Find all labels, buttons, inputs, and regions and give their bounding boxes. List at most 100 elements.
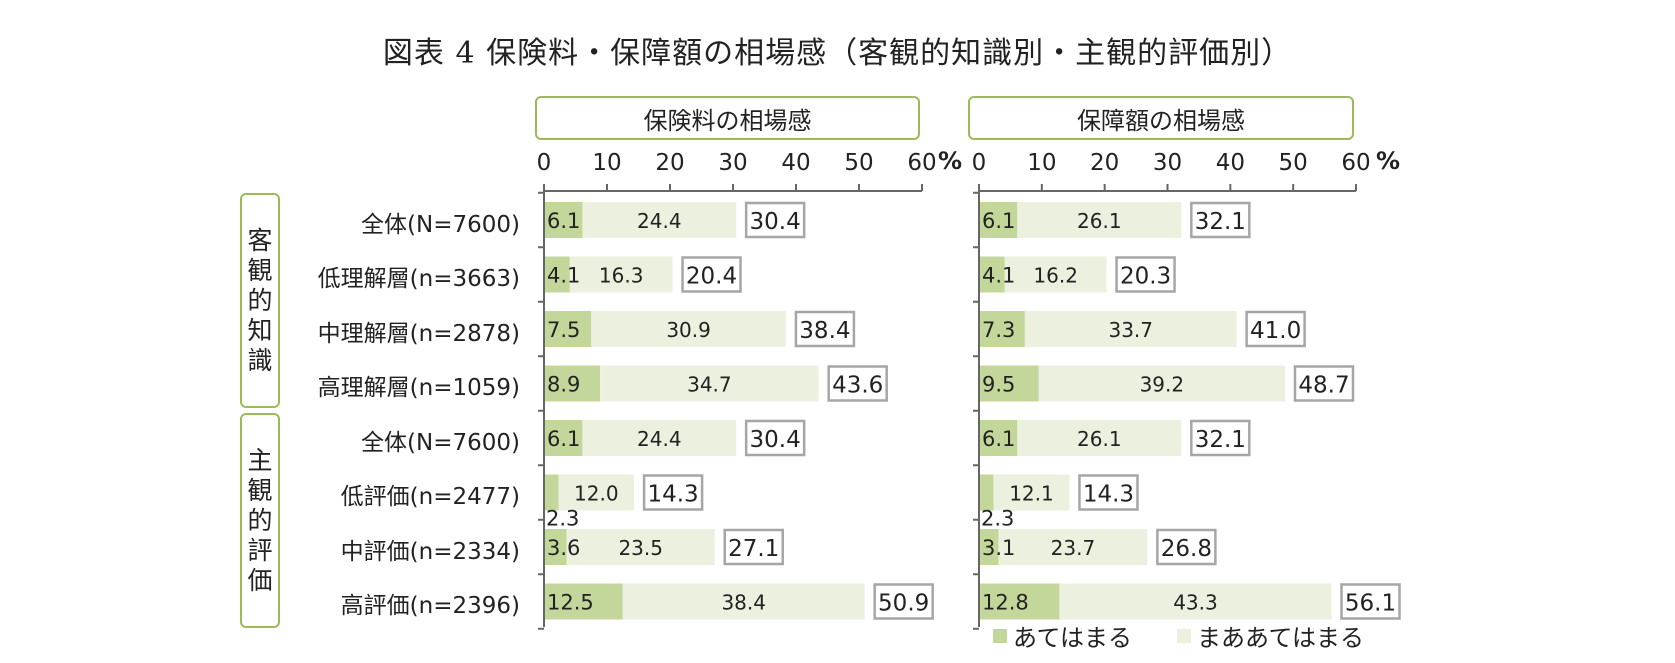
bar-segment-series1 bbox=[980, 365, 1039, 402]
data-label-series2: 38.4 bbox=[721, 591, 766, 615]
data-label-series1: 6.1 bbox=[982, 209, 1015, 233]
bar-segment-series2 bbox=[1059, 583, 1332, 620]
bar-segment-series2 bbox=[1024, 311, 1237, 347]
total-label: 56.1 bbox=[1345, 591, 1396, 617]
bar-segment-series2 bbox=[998, 529, 1148, 565]
total-box bbox=[1156, 528, 1217, 566]
total-box bbox=[723, 528, 784, 566]
bar-segment-series2 bbox=[566, 529, 715, 565]
bar-segment-series2 bbox=[591, 311, 786, 347]
x-tick-label: 50 bbox=[844, 150, 873, 176]
bar-segment-series2 bbox=[1038, 365, 1285, 402]
row-label: 全体(N=7600) bbox=[361, 212, 520, 238]
data-label-series2: 26.1 bbox=[1077, 427, 1122, 451]
bar-segment-series2 bbox=[600, 365, 819, 402]
bar-segment-series1 bbox=[545, 529, 567, 565]
group-label-char: 客 bbox=[247, 225, 273, 255]
total-label: 20.3 bbox=[1120, 264, 1171, 290]
total-label: 30.4 bbox=[750, 427, 801, 453]
x-tick-label: 40 bbox=[781, 150, 810, 176]
total-box bbox=[794, 310, 856, 348]
x-tick-label: 20 bbox=[1090, 150, 1119, 176]
bar-segment-series1 bbox=[980, 474, 994, 511]
total-label: 27.1 bbox=[728, 536, 779, 562]
bar-segment-series2 bbox=[582, 420, 737, 456]
legend-swatch bbox=[1177, 628, 1191, 643]
bar-segment-series1 bbox=[545, 311, 592, 347]
row-label: 高理解層(n=1059) bbox=[317, 375, 520, 401]
x-tick-label: 10 bbox=[1027, 150, 1056, 176]
x-tick-label: 50 bbox=[1279, 150, 1308, 176]
bar-segment-series1 bbox=[980, 202, 1018, 238]
group-label-char: 的 bbox=[247, 285, 273, 315]
bar-segment-series2 bbox=[569, 256, 673, 293]
data-label-series1: 2.3 bbox=[546, 507, 579, 531]
x-tick-label: 30 bbox=[718, 150, 747, 176]
data-label-series1: 9.5 bbox=[982, 373, 1015, 397]
x-tick-label: 30 bbox=[1153, 150, 1182, 176]
data-label-series1: 7.3 bbox=[982, 318, 1015, 342]
data-label-series1: 2.3 bbox=[981, 507, 1014, 531]
data-label-series1: 4.1 bbox=[982, 264, 1015, 288]
data-label-series2: 12.0 bbox=[574, 482, 619, 506]
total-label: 32.1 bbox=[1195, 427, 1246, 453]
panel-title-coverage: 保障額の相場感 bbox=[968, 96, 1354, 140]
group-label-char: 主 bbox=[247, 445, 273, 475]
data-label-series2: 23.5 bbox=[618, 536, 663, 560]
data-label-series1: 6.1 bbox=[982, 427, 1015, 451]
total-label: 20.4 bbox=[686, 264, 737, 290]
total-box bbox=[744, 419, 806, 457]
total-label: 14.3 bbox=[1083, 482, 1134, 508]
bar-segment-series1 bbox=[545, 256, 570, 293]
bar-segment-series2 bbox=[1017, 202, 1182, 238]
data-label-series2: 23.7 bbox=[1051, 536, 1096, 560]
row-label: 高評価(n=2396) bbox=[340, 593, 520, 619]
x-tick-label: 60 bbox=[907, 150, 936, 176]
data-label-series2: 16.2 bbox=[1033, 264, 1078, 288]
legend-label: まああてはまる bbox=[1197, 624, 1365, 652]
total-label: 43.6 bbox=[832, 373, 883, 399]
data-label-series1: 3.6 bbox=[547, 536, 580, 560]
bar-segment-series1 bbox=[545, 202, 583, 238]
row-label: 中評価(n=2334) bbox=[340, 539, 520, 565]
total-label: 41.0 bbox=[1250, 318, 1301, 344]
total-box bbox=[1190, 201, 1251, 239]
total-box bbox=[681, 256, 742, 293]
group-label-char: 的 bbox=[247, 505, 273, 535]
data-label-series1: 4.1 bbox=[547, 264, 580, 288]
legend-label: あてはまる bbox=[1013, 624, 1133, 652]
group-label-objective: 客 観 的 知 識 bbox=[240, 193, 280, 408]
data-label-series2: 24.4 bbox=[637, 427, 682, 451]
bar-segment-series1 bbox=[545, 420, 583, 456]
axis-unit-premium: % bbox=[938, 147, 963, 175]
data-label-series2: 26.1 bbox=[1077, 209, 1122, 233]
data-label-series1: 12.8 bbox=[982, 591, 1029, 615]
total-label: 30.4 bbox=[750, 209, 801, 235]
bar-segment-series2 bbox=[1004, 256, 1107, 293]
total-label: 50.9 bbox=[878, 591, 929, 617]
total-box bbox=[1190, 419, 1251, 457]
data-label-series2: 24.4 bbox=[637, 209, 682, 233]
chart-title: 図表 4 保険料・保障額の相場感（客観的知識別・主観的評価別） bbox=[382, 36, 1293, 71]
data-label-series1: 6.1 bbox=[547, 209, 580, 233]
data-label-series2: 39.2 bbox=[1140, 373, 1185, 397]
bar-segment-series1 bbox=[980, 420, 1018, 456]
group-label-char: 知 bbox=[247, 315, 273, 345]
bar-segment-series2 bbox=[993, 474, 1070, 511]
data-label-series1: 8.9 bbox=[547, 373, 580, 397]
bar-segment-series1 bbox=[545, 365, 601, 402]
group-label-char: 観 bbox=[247, 475, 273, 505]
data-label-series2: 16.3 bbox=[599, 264, 644, 288]
data-label-series2: 43.3 bbox=[1173, 591, 1218, 615]
row-label: 低理解層(n=3663) bbox=[317, 266, 520, 292]
total-label: 38.4 bbox=[799, 318, 850, 344]
bar-segment-series1 bbox=[545, 583, 623, 620]
row-label: 全体(N=7600) bbox=[361, 430, 520, 456]
bar-segment-series1 bbox=[980, 583, 1060, 620]
data-label-series1: 12.5 bbox=[547, 591, 594, 615]
bar-segment-series2 bbox=[582, 202, 737, 238]
data-label-series1: 3.1 bbox=[982, 536, 1015, 560]
x-tick-label: 20 bbox=[655, 150, 684, 176]
x-tick-label: 60 bbox=[1341, 150, 1370, 176]
total-label: 14.3 bbox=[647, 482, 698, 508]
